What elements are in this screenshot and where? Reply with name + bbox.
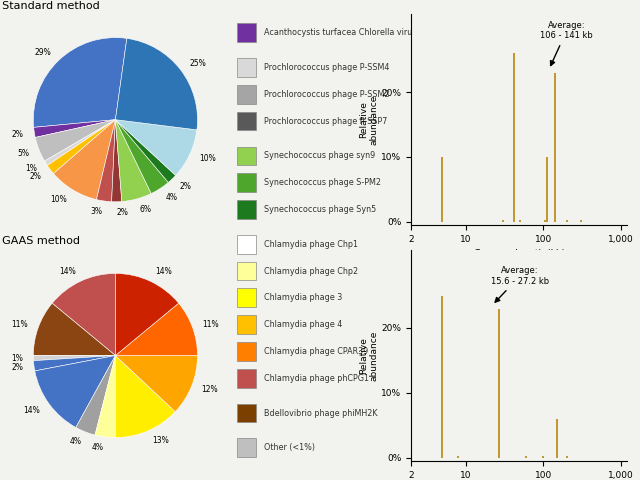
- Bar: [237, 235, 256, 253]
- Wedge shape: [76, 356, 115, 435]
- Wedge shape: [115, 120, 197, 175]
- Bar: [237, 369, 256, 387]
- Wedge shape: [45, 120, 115, 166]
- Text: 2%: 2%: [30, 171, 42, 180]
- Wedge shape: [111, 120, 122, 202]
- Bar: [237, 85, 256, 104]
- Text: 11%: 11%: [203, 320, 220, 329]
- Text: 2%: 2%: [179, 182, 191, 191]
- Text: 2%: 2%: [12, 363, 24, 372]
- Text: 4%: 4%: [166, 193, 178, 202]
- Wedge shape: [33, 37, 127, 127]
- Y-axis label: Relative
abundance: Relative abundance: [359, 95, 378, 145]
- Wedge shape: [115, 120, 151, 202]
- Wedge shape: [47, 120, 115, 174]
- Text: 5%: 5%: [17, 149, 29, 158]
- Wedge shape: [97, 120, 115, 202]
- Y-axis label: Relative
abundance: Relative abundance: [359, 330, 378, 381]
- Bar: [237, 58, 256, 77]
- Bar: [237, 112, 256, 131]
- Wedge shape: [34, 120, 115, 137]
- Text: Chlamydia phage phCPG1: Chlamydia phage phCPG1: [264, 374, 369, 383]
- Text: 29%: 29%: [35, 48, 51, 57]
- Wedge shape: [115, 120, 168, 193]
- Text: Chlamydia phage 4: Chlamydia phage 4: [264, 320, 342, 329]
- Text: Average:
106 - 141 kb: Average: 106 - 141 kb: [540, 21, 593, 66]
- Text: 6%: 6%: [140, 204, 152, 214]
- Text: Average:
15.6 - 27.2 kb: Average: 15.6 - 27.2 kb: [491, 266, 549, 302]
- Text: 14%: 14%: [155, 267, 172, 276]
- Text: Chlamydia phage Chp1: Chlamydia phage Chp1: [264, 240, 358, 249]
- Bar: [237, 342, 256, 361]
- Text: Synechococcus phage Syn5: Synechococcus phage Syn5: [264, 205, 376, 214]
- Text: 12%: 12%: [202, 385, 218, 394]
- Text: Chlamydia phage Chp2: Chlamydia phage Chp2: [264, 266, 358, 276]
- Text: Synechococcus phage syn9: Synechococcus phage syn9: [264, 151, 376, 160]
- Text: Chlamydia phage CPAR39: Chlamydia phage CPAR39: [264, 347, 369, 356]
- Text: 3%: 3%: [90, 207, 102, 216]
- Bar: [237, 439, 256, 457]
- Bar: [237, 262, 256, 280]
- Wedge shape: [115, 356, 198, 412]
- Text: 1%: 1%: [25, 165, 37, 173]
- Bar: [237, 404, 256, 422]
- Text: 10%: 10%: [200, 154, 216, 163]
- Text: Other (<1%): Other (<1%): [264, 444, 316, 452]
- Bar: [237, 173, 256, 192]
- Wedge shape: [33, 356, 115, 371]
- Text: 1%: 1%: [11, 354, 22, 363]
- Wedge shape: [33, 356, 115, 360]
- Wedge shape: [115, 120, 176, 182]
- Wedge shape: [115, 274, 179, 356]
- Wedge shape: [115, 38, 198, 130]
- Text: 2%: 2%: [117, 208, 129, 217]
- Text: 13%: 13%: [152, 436, 169, 445]
- Text: 4%: 4%: [92, 443, 104, 452]
- Text: Acanthocystis turfacea Chlorella virus 1: Acanthocystis turfacea Chlorella virus 1: [264, 28, 424, 37]
- Text: 25%: 25%: [189, 59, 206, 68]
- Bar: [237, 315, 256, 334]
- Text: Prochlorococcus phage P-SSM4: Prochlorococcus phage P-SSM4: [264, 63, 390, 72]
- Text: 14%: 14%: [59, 267, 76, 276]
- Wedge shape: [35, 120, 115, 161]
- Text: Chlamydia phage 3: Chlamydia phage 3: [264, 293, 342, 302]
- Text: 14%: 14%: [24, 406, 40, 415]
- Text: Synechococcus phage S-PM2: Synechococcus phage S-PM2: [264, 178, 381, 187]
- Bar: [237, 200, 256, 219]
- Text: B   GAAS method: B GAAS method: [0, 237, 80, 247]
- Wedge shape: [33, 303, 115, 356]
- Text: 4%: 4%: [69, 437, 81, 446]
- Text: 10%: 10%: [51, 194, 67, 204]
- Wedge shape: [95, 356, 115, 438]
- Wedge shape: [115, 303, 198, 356]
- Text: 2%: 2%: [12, 130, 24, 139]
- Wedge shape: [52, 274, 115, 356]
- Wedge shape: [54, 120, 115, 200]
- X-axis label: Genome length (kb): Genome length (kb): [474, 249, 564, 258]
- Text: Bdellovibrio phage phiMH2K: Bdellovibrio phage phiMH2K: [264, 408, 378, 418]
- Bar: [237, 24, 256, 42]
- Text: Prochlorococcus phage P-SSM2: Prochlorococcus phage P-SSM2: [264, 90, 390, 99]
- Text: Prochlorococcus phage P-SSP7: Prochlorococcus phage P-SSP7: [264, 117, 388, 126]
- Text: A   Standard method: A Standard method: [0, 0, 100, 11]
- Bar: [237, 146, 256, 165]
- Bar: [237, 288, 256, 307]
- Wedge shape: [35, 356, 115, 428]
- Text: 11%: 11%: [12, 320, 28, 329]
- Wedge shape: [115, 356, 175, 438]
